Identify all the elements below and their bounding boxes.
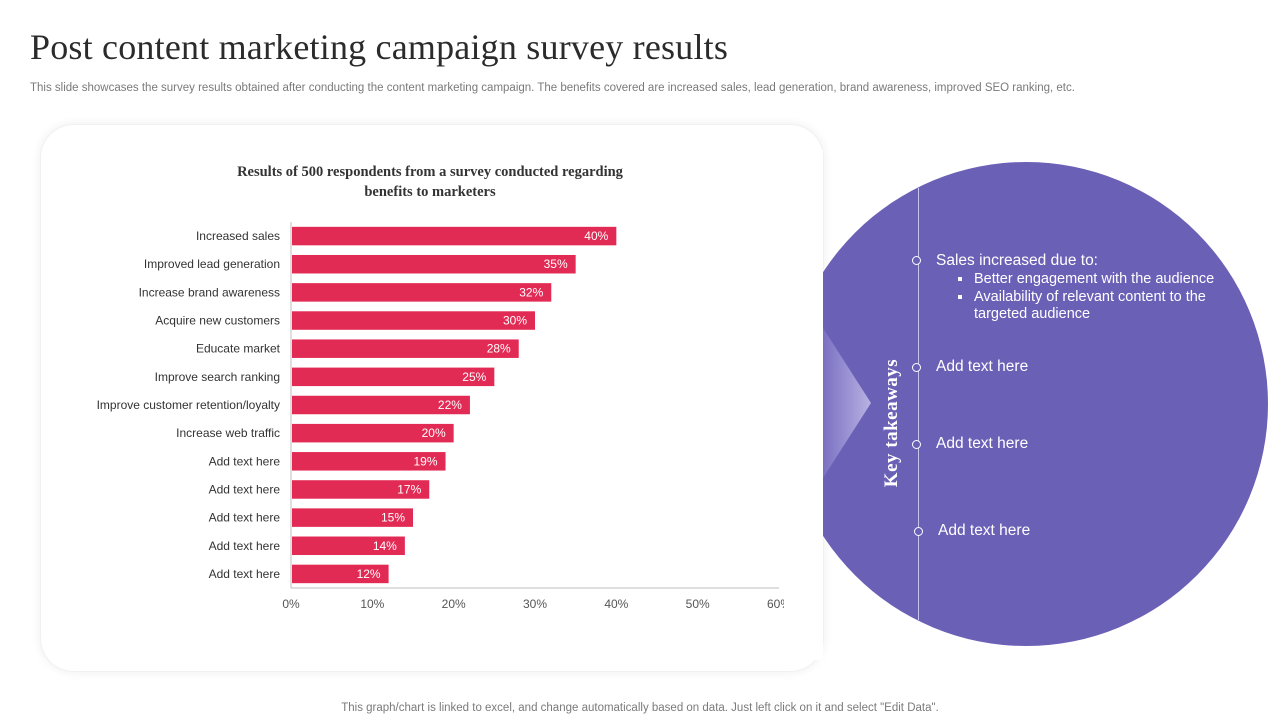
bar[interactable] [292,423,454,443]
bar[interactable] [292,339,519,358]
category-label: Add text here [209,511,281,525]
bar[interactable] [292,283,552,302]
bar[interactable] [292,452,446,471]
takeaway-heading-4[interactable]: Add text here [938,522,1031,539]
data-label: 28% [487,342,511,356]
category-label: Educate market [196,342,281,356]
category-label: Add text here [209,539,281,553]
bar[interactable] [292,564,389,584]
x-tick-label: 50% [686,597,710,611]
category-label: Acquire new customers [155,314,280,328]
x-tick-label: 20% [442,597,466,611]
data-label: 19% [414,454,438,468]
data-label: 40% [584,229,608,243]
bar[interactable] [292,395,470,415]
page-subtitle: This slide showcases the survey results … [30,82,1075,94]
bar[interactable] [292,480,430,499]
x-tick-label: 10% [360,597,384,611]
timeline-dot-2 [912,363,921,372]
timeline-line [918,188,919,620]
category-label: Increase brand awareness [139,285,280,299]
bar[interactable] [292,226,617,246]
bar[interactable] [292,311,535,330]
category-label: Add text here [209,567,281,581]
chart-title-line-1: Results of 500 respondents from a survey… [237,164,623,180]
data-label: 17% [397,482,421,496]
category-label: Improve customer retention/loyalty [97,398,280,412]
data-label: 14% [373,539,397,553]
timeline-dot-1 [912,256,921,265]
timeline-dot-3 [912,440,921,449]
bar[interactable] [292,508,413,527]
category-label: Improved lead generation [144,257,280,271]
key-takeaways-label: Key takeaways [881,358,902,488]
data-label: 15% [381,511,405,525]
bar[interactable] [292,254,576,274]
data-label: 22% [438,398,462,412]
takeaway-heading-1: Sales increased due to: [936,252,1098,269]
panel-cutout [784,150,823,660]
bar[interactable] [292,367,495,387]
takeaway-bullet: Better engagement with the audience [956,271,1246,288]
data-label: 32% [519,285,543,299]
takeaway-bullets-1: Better engagement with the audience Avai… [956,271,1246,324]
data-label: 20% [422,426,446,440]
data-label: 35% [544,257,568,271]
bar[interactable] [292,536,405,556]
data-label: 30% [503,314,527,328]
chart-title: Results of 500 respondents from a survey… [180,162,680,202]
x-tick-label: 30% [523,597,547,611]
takeaway-heading-2[interactable]: Add text here [936,358,1029,375]
chart-title-line-2: benefits to marketers [364,184,496,200]
category-label: Improve search ranking [155,370,280,384]
category-label: Add text here [209,454,281,468]
data-label: 12% [357,567,381,581]
category-label: Add text here [209,482,281,496]
takeaway-heading-3[interactable]: Add text here [936,435,1029,452]
category-label: Increased sales [196,229,280,243]
takeaway-bullet: Availability of relevant content to the … [956,289,1246,323]
data-label: 25% [462,370,486,384]
category-label: Increase web traffic [176,426,280,440]
footer-note: This graph/chart is linked to excel, and… [341,702,939,714]
x-tick-label: 40% [604,597,628,611]
x-tick-label: 0% [282,597,300,611]
page-title: Post content marketing campaign survey r… [30,27,729,67]
timeline-dot-4 [914,527,923,536]
